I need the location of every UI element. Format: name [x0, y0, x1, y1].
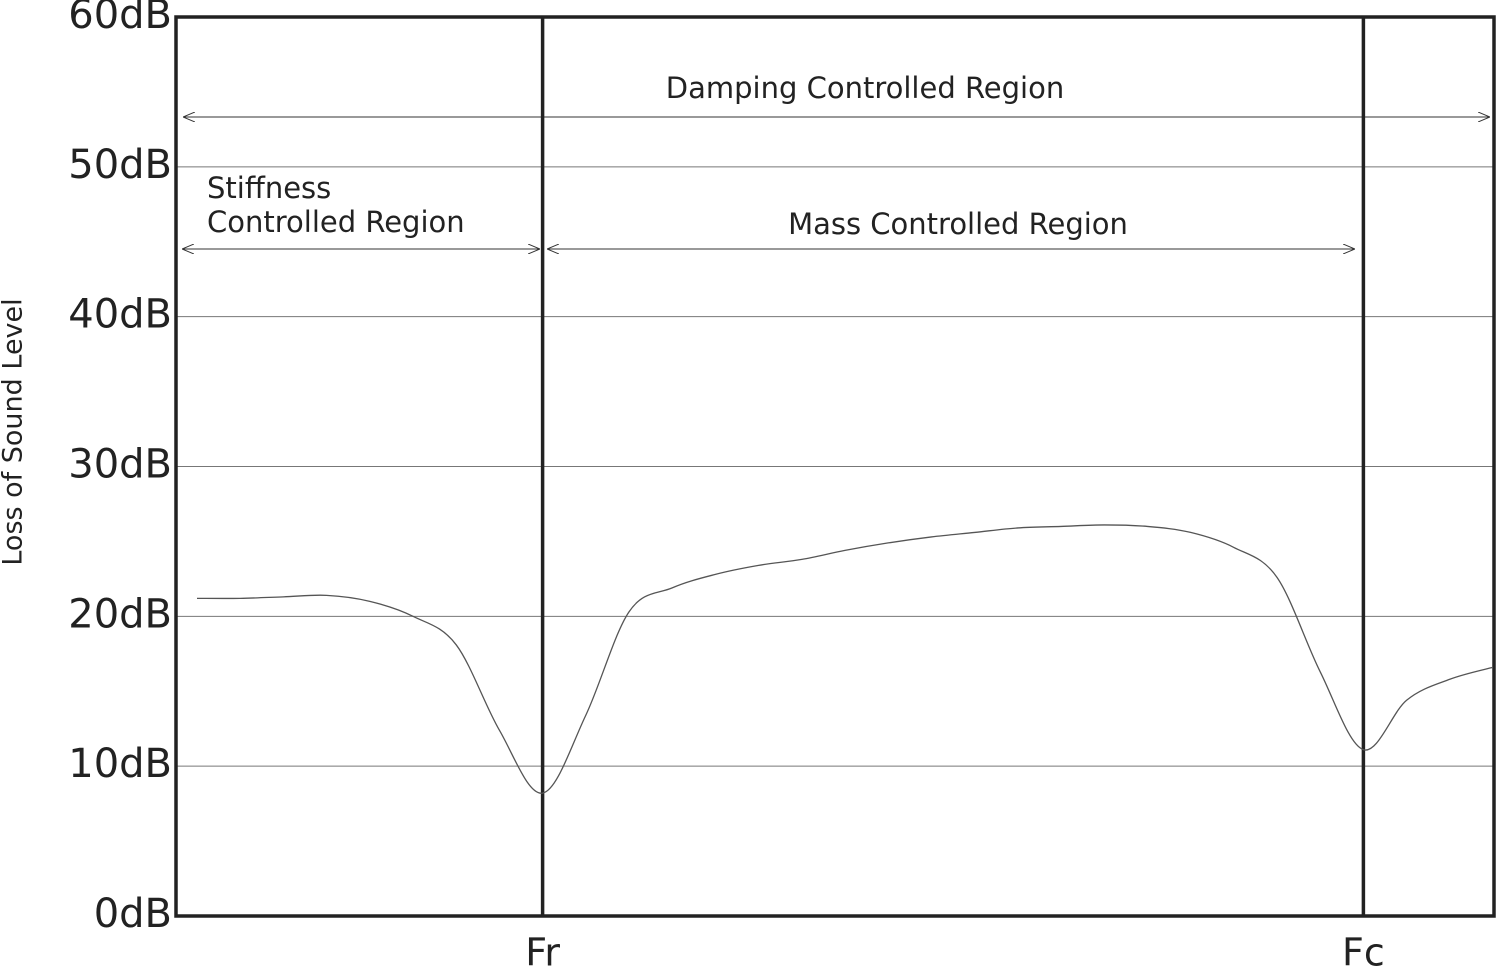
y-tick-label: 20dB	[68, 591, 172, 637]
loss-curve	[196, 524, 1494, 794]
y-tick-label: 10dB	[68, 741, 172, 787]
y-tick-label: 60dB	[68, 0, 172, 38]
stiffness-label: Stiffness	[207, 171, 331, 205]
damping-label: Damping Controlled Region	[666, 71, 1064, 105]
y-tick-label: 40dB	[68, 292, 172, 338]
grid	[176, 16, 1494, 917]
x-tick-label: Fr	[525, 931, 560, 972]
x-tick-label: Fc	[1342, 931, 1385, 972]
y-tick-label: 50dB	[68, 142, 172, 188]
plot-frame	[174, 15, 1496, 918]
y-tick-label: 0dB	[94, 891, 172, 937]
y-axis-title: Loss of Sound Level	[0, 298, 29, 565]
stiffness-label: Controlled Region	[207, 205, 465, 239]
mass-label: Mass Controlled Region	[788, 207, 1128, 241]
y-tick-label: 30dB	[68, 442, 172, 488]
